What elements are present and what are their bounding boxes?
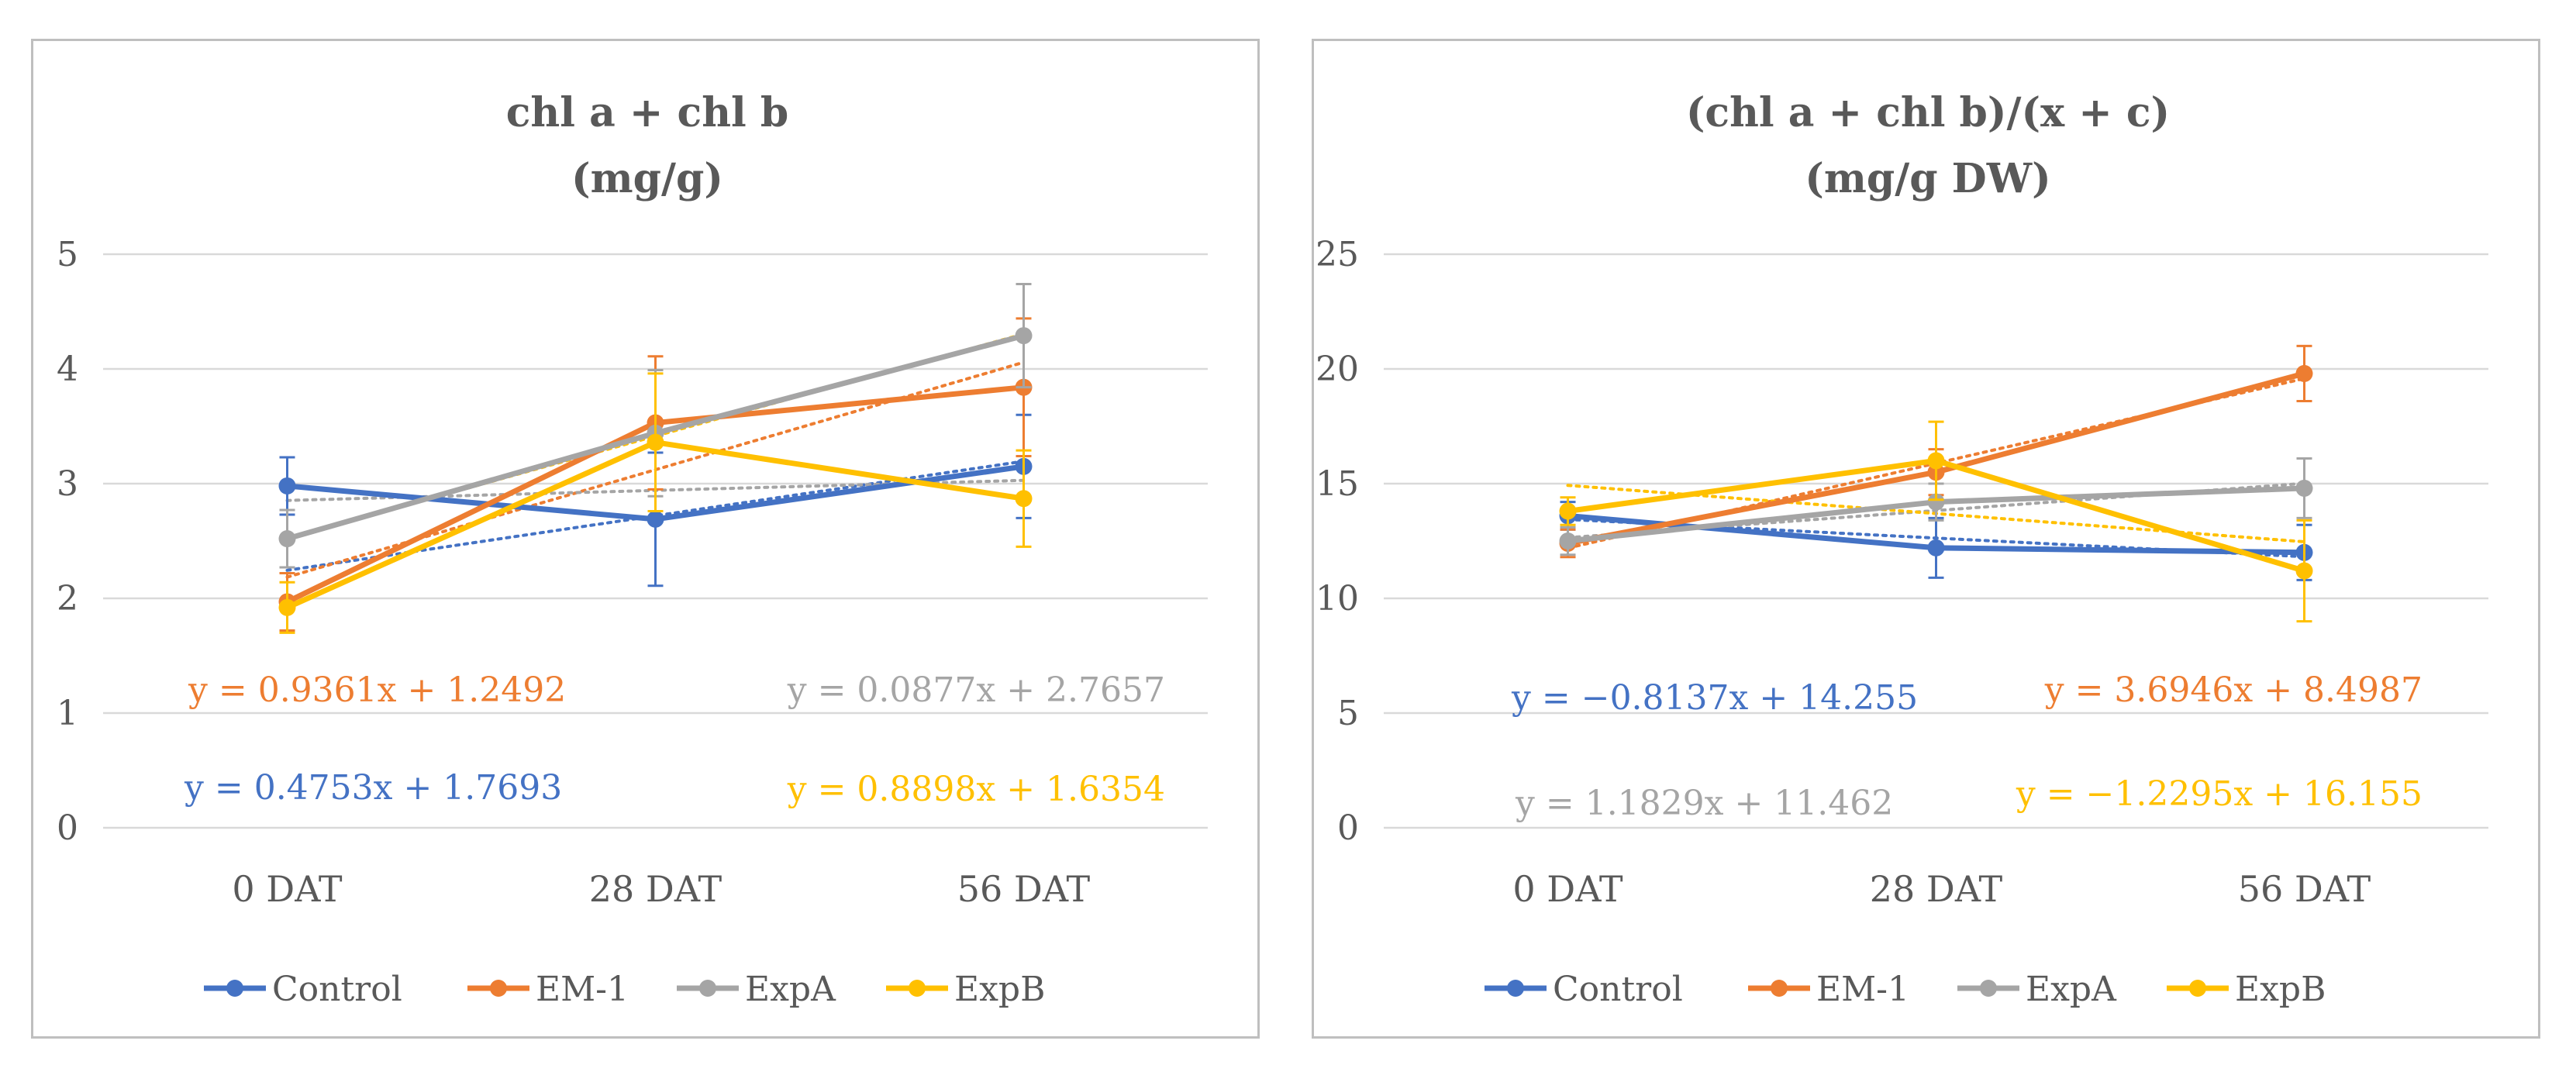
data-point-expa — [1015, 327, 1033, 345]
trend-equation-expb: y = 0.8898x + 1.6354 — [787, 770, 1165, 809]
legend-marker-expa — [699, 980, 716, 997]
y-tick-label: 5 — [1337, 694, 1359, 733]
data-point-control — [1927, 539, 1945, 557]
chart-title-line-1: chl a + chl b — [506, 89, 788, 136]
legend-label-expa: ExpA — [745, 970, 836, 1009]
chart-title-line-2: (mg/g) — [571, 155, 723, 202]
trend-equation-em-1: y = 0.9361x + 1.2492 — [188, 670, 566, 710]
trend-equation-em-1: y = 3.6946x + 8.4987 — [2044, 670, 2423, 710]
legend-marker-expb — [909, 980, 926, 997]
y-tick-label: 25 — [1316, 235, 1359, 274]
legend-label-expb: ExpB — [2235, 970, 2326, 1009]
x-tick-label: 28 DAT — [1870, 868, 2003, 910]
data-point-expb — [2295, 562, 2313, 580]
chart-right: (chl a + chl b)/(x + c) (mg/g DW) 0 5 10 15 20… — [1316, 89, 2488, 1009]
legend-marker-control — [226, 980, 243, 997]
trend-equation-expa: y = 0.0877x + 2.7657 — [787, 670, 1165, 710]
data-point-expb — [278, 598, 296, 616]
data-point-expb — [1015, 490, 1033, 508]
legend-label-expa: ExpA — [2026, 970, 2117, 1009]
chart-left: chl a + chl b (mg/g) 0 1 2 3 4 5 0 DAT 28 DAT 56 D… — [57, 89, 1208, 1009]
y-tick-label: 20 — [1316, 350, 1359, 389]
legend-label-em-1: EM-1 — [536, 970, 629, 1009]
y-tick-label: 1 — [57, 694, 78, 733]
legend-label-expb: ExpB — [954, 970, 1045, 1009]
data-point-control — [647, 510, 664, 528]
data-point-control — [278, 477, 296, 494]
y-tick-label: 2 — [57, 579, 78, 619]
legend-marker-em-1 — [490, 980, 507, 997]
data-point-expb — [1927, 452, 1945, 470]
trend-equation-expa: y = 1.1829x + 11.462 — [1515, 784, 1893, 823]
chart-panel-right: (chl a + chl b)/(x + c) (mg/g DW) 0 5 10 15 20… — [1312, 39, 2540, 1039]
legend-label-control: Control — [1553, 970, 1683, 1009]
x-tick-label: 28 DAT — [589, 868, 722, 910]
chart-title-line-2: (mg/g DW) — [1805, 155, 2051, 202]
data-point-expb — [647, 433, 664, 451]
trend-equation-control: y = −0.8137x + 14.255 — [1511, 678, 1918, 718]
y-tick-label: 10 — [1316, 579, 1359, 619]
legend-label-em-1: EM-1 — [1816, 970, 1909, 1009]
data-point-expb — [1559, 502, 1577, 520]
chart-title-line-1: (chl a + chl b)/(x + c) — [1686, 89, 2170, 136]
legend-marker-em-1 — [1771, 980, 1788, 997]
y-tick-label: 0 — [57, 808, 78, 848]
legend-marker-expb — [2189, 980, 2206, 997]
trend-equation-control: y = 0.4753x + 1.7693 — [184, 768, 562, 808]
data-point-em-1 — [2295, 364, 2313, 382]
y-tick-label: 3 — [57, 464, 78, 504]
y-tick-label: 5 — [57, 235, 78, 274]
data-point-expa — [2295, 479, 2313, 497]
x-tick-label: 56 DAT — [957, 868, 1091, 910]
data-point-expa — [278, 530, 296, 548]
data-point-expa — [1927, 493, 1945, 511]
trend-equation-expb: y = −1.2295x + 16.155 — [2016, 774, 2423, 814]
y-tick-label: 15 — [1316, 464, 1359, 504]
y-tick-label: 0 — [1337, 808, 1359, 848]
y-tick-label: 4 — [57, 350, 78, 389]
legend-label-control: Control — [272, 970, 402, 1009]
x-tick-label: 56 DAT — [2238, 868, 2371, 910]
chart-panel-left: chl a + chl b (mg/g) 0 1 2 3 4 5 0 DAT 28 DAT 56 D… — [31, 39, 1260, 1039]
x-tick-label: 0 DAT — [1512, 868, 1623, 910]
legend-marker-control — [1507, 980, 1524, 997]
x-tick-label: 0 DAT — [232, 868, 342, 910]
legend-marker-expa — [1980, 980, 1997, 997]
data-point-expa — [1559, 532, 1577, 550]
